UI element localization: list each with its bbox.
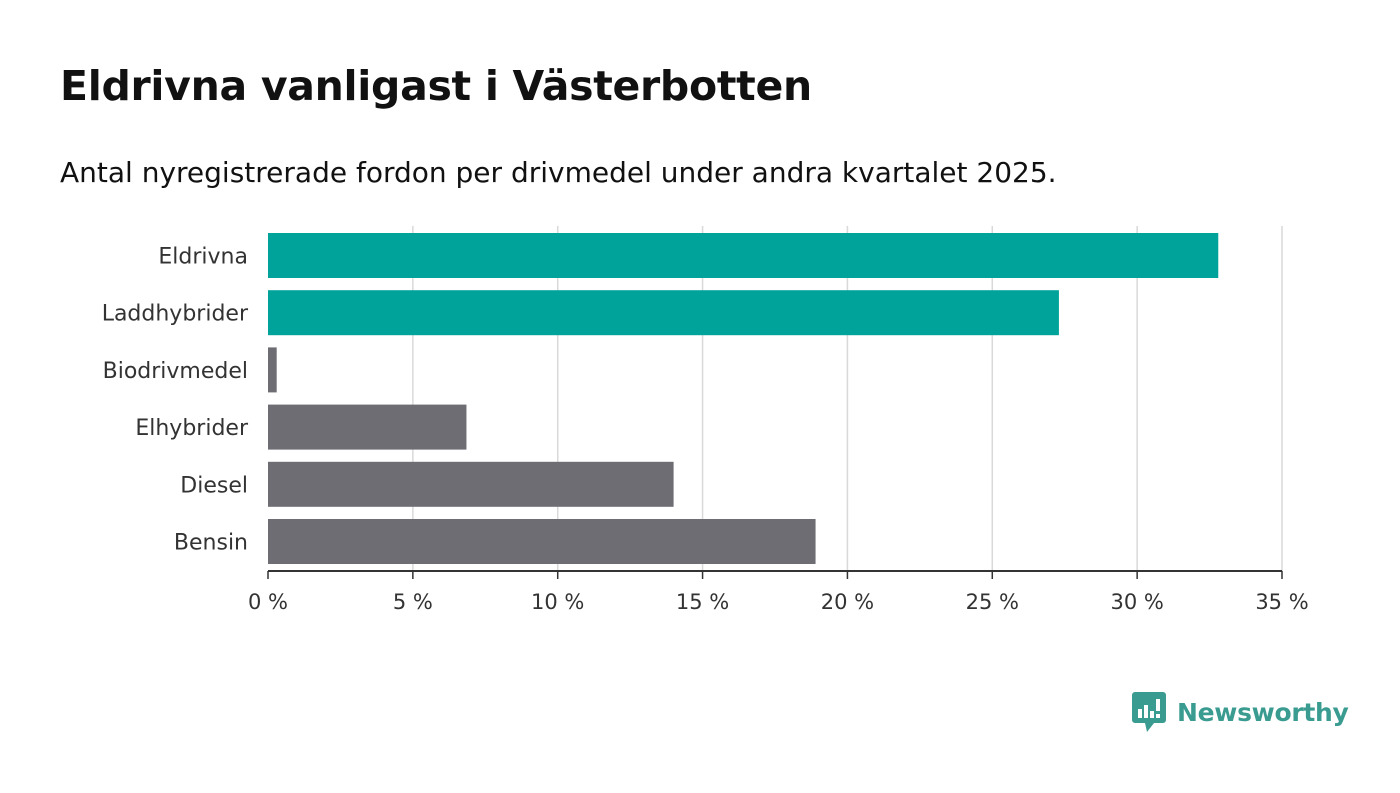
x-tick-label: 20 %	[821, 590, 874, 614]
x-tick-label: 0 %	[248, 590, 288, 614]
bar-laddhybrider	[268, 290, 1059, 336]
x-tick-label: 10 %	[531, 590, 584, 614]
category-label: Laddhybrider	[102, 302, 249, 327]
bar-diesel	[268, 461, 674, 507]
bar-bensin	[268, 519, 816, 564]
x-axis: 0 % 5 % 10 % 15 % 20 % 25 % 30 % 35 %	[248, 570, 1309, 614]
x-tick-label: 30 %	[1110, 590, 1163, 614]
chart-subtitle: Antal nyregistrerade fordon per drivmede…	[60, 156, 1057, 189]
brand-name: Newsworthy	[1177, 697, 1349, 727]
newsworthy-logo-icon	[1132, 692, 1166, 732]
chart-title: Eldrivna vanligast i Västerbotten	[60, 62, 812, 110]
x-tick-label: 15 %	[676, 590, 729, 614]
category-labels: Eldrivna Laddhybrider Biodrivmedel Elhybrid…	[102, 245, 249, 556]
bar-chart: Eldrivna Laddhybrider Biodrivmedel Elhybrid…	[102, 226, 1309, 614]
x-tick-label: 5 %	[393, 590, 433, 614]
bars	[268, 233, 1219, 564]
bar-biodrivmedel	[268, 347, 277, 393]
category-label: Diesel	[180, 473, 248, 498]
category-label: Elhybrider	[135, 416, 249, 441]
grid-lines	[412, 226, 1283, 571]
category-label: Eldrivna	[158, 245, 248, 270]
category-label: Biodrivmedel	[103, 359, 248, 384]
brand-logo: Newsworthy	[1132, 690, 1349, 734]
category-label: Bensin	[174, 531, 248, 556]
bar-eldrivna	[268, 233, 1219, 278]
x-tick-label: 25 %	[966, 590, 1019, 614]
x-tick-label: 35 %	[1255, 590, 1308, 614]
bar-elhybrider	[268, 404, 467, 450]
